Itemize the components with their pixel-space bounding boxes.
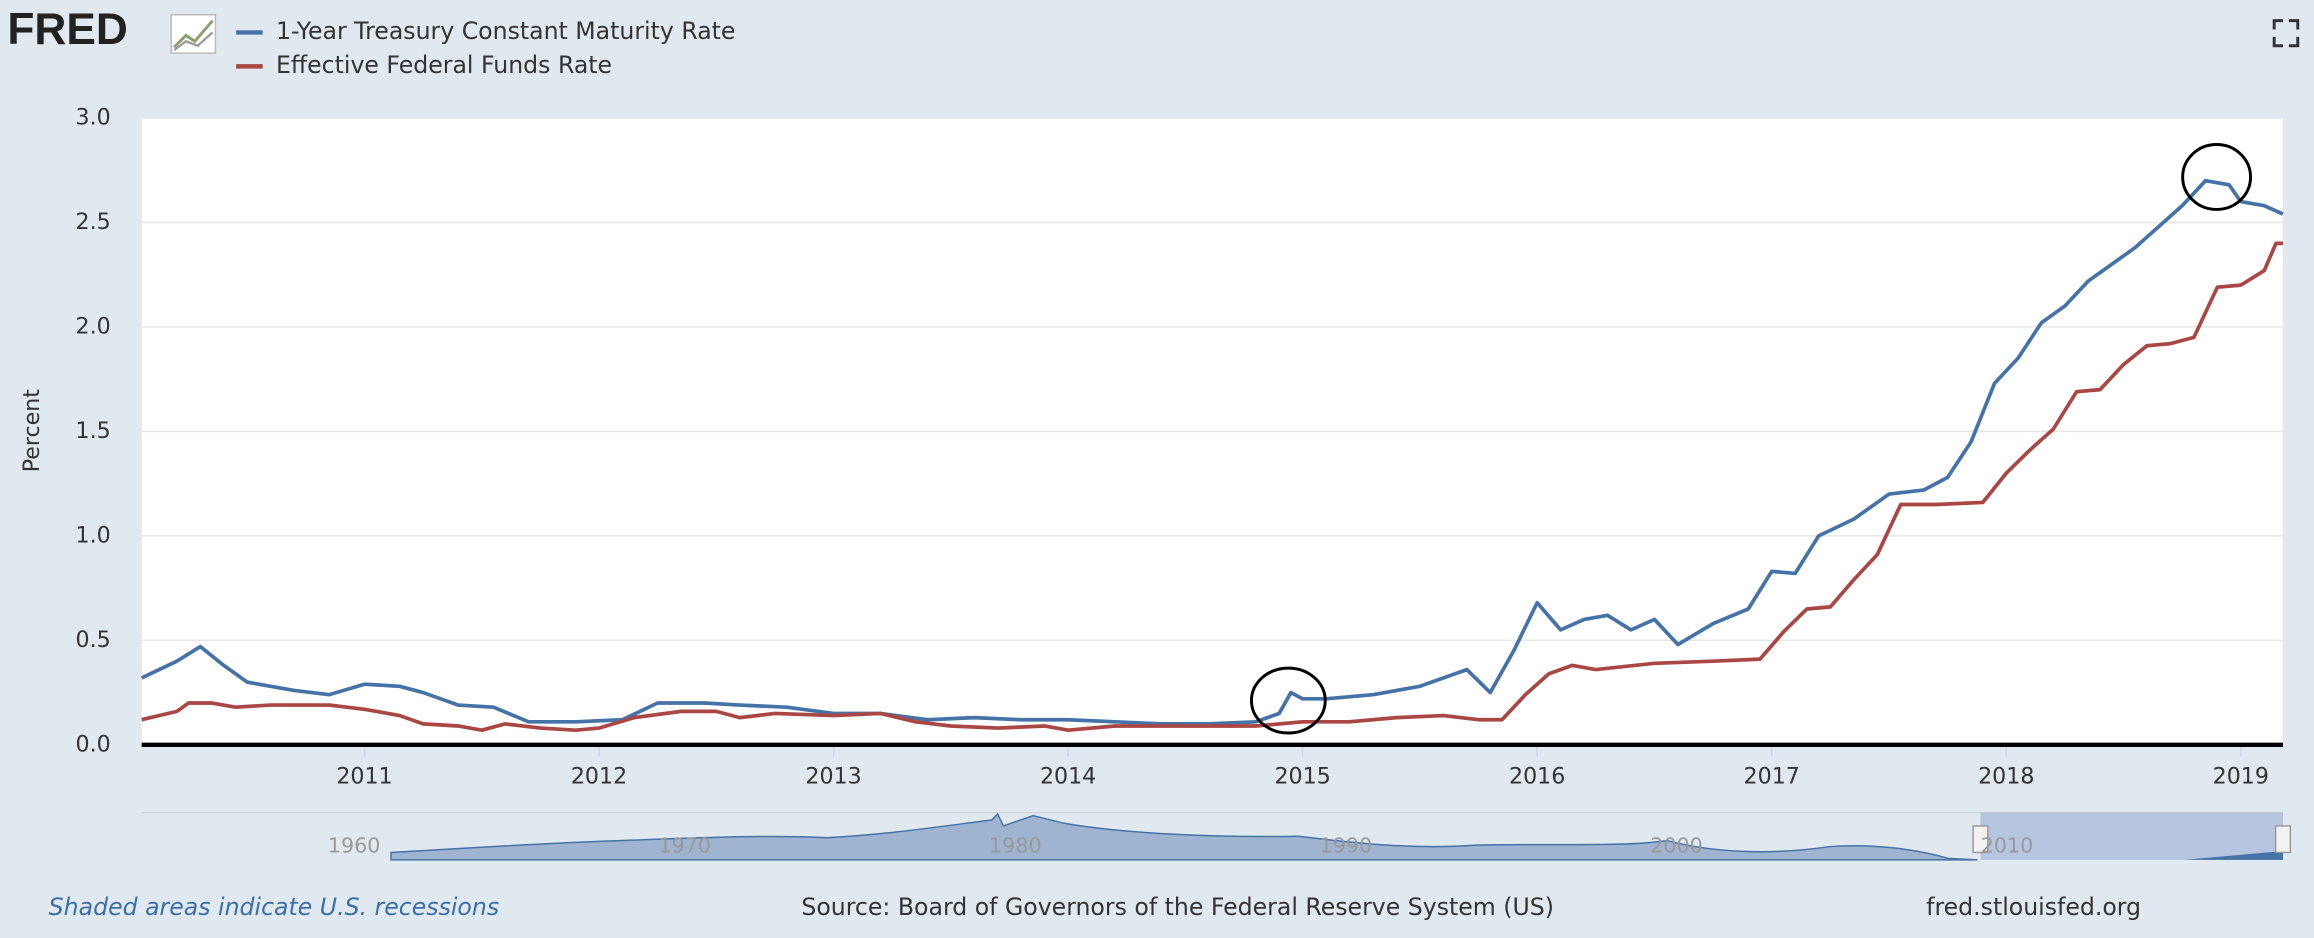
x-tick-label: 2012 <box>571 764 627 790</box>
x-tick-label: 2016 <box>1509 764 1565 790</box>
navigator-tick-label: 1970 <box>658 834 711 858</box>
annotation-circle <box>2181 143 2253 211</box>
series-line <box>140 178 2284 726</box>
x-tick-label: 2015 <box>1274 764 1330 790</box>
navigator-tick-label: 2010 <box>1981 834 2034 858</box>
x-tick-label: 2017 <box>1744 764 1800 790</box>
y-tick-label: 1.5 <box>75 418 110 444</box>
y-axis-label: Percent <box>19 389 45 472</box>
legend-label[interactable]: Effective Federal Funds Rate <box>276 51 612 79</box>
y-tick-label: 2.5 <box>75 209 110 235</box>
navigator[interactable]: 1960 1970 1980 1990 2000 2010 <box>141 811 2292 861</box>
y-tick-label: 1.0 <box>75 522 110 548</box>
x-tick-label: 2014 <box>1040 764 1096 790</box>
x-tick-label: 2018 <box>1978 764 2034 790</box>
y-tick-label: 3.0 <box>75 104 110 130</box>
navigator-tick-label: 2000 <box>1650 834 1703 858</box>
recession-note[interactable]: Shaded areas indicate U.S. recessions <box>49 893 499 921</box>
navigator-tick-label: 1960 <box>328 834 381 858</box>
y-tick-label: 2.0 <box>75 313 110 339</box>
site-link[interactable]: fred.stlouisfed.org <box>1926 893 2141 921</box>
source: Source: Board of Governors of the Federa… <box>801 893 1554 921</box>
navigator-tick-label: 1990 <box>1320 834 1373 858</box>
x-tick-label: 2019 <box>2213 764 2269 790</box>
y-tick-label: 0.0 <box>75 731 110 757</box>
legend-label[interactable]: 1-Year Treasury Constant Maturity Rate <box>276 17 735 45</box>
y-tick-label: 0.5 <box>75 627 110 653</box>
x-tick-label: 2011 <box>336 764 392 790</box>
logo-icon <box>170 14 217 54</box>
navigator-tick-label: 1980 <box>989 834 1042 858</box>
series-line <box>141 241 2284 733</box>
x-tick-label: 2013 <box>805 764 861 790</box>
annotation-circle <box>1249 666 1327 735</box>
logo: FRED <box>7 5 128 54</box>
fullscreen-icon[interactable] <box>2272 19 2300 48</box>
